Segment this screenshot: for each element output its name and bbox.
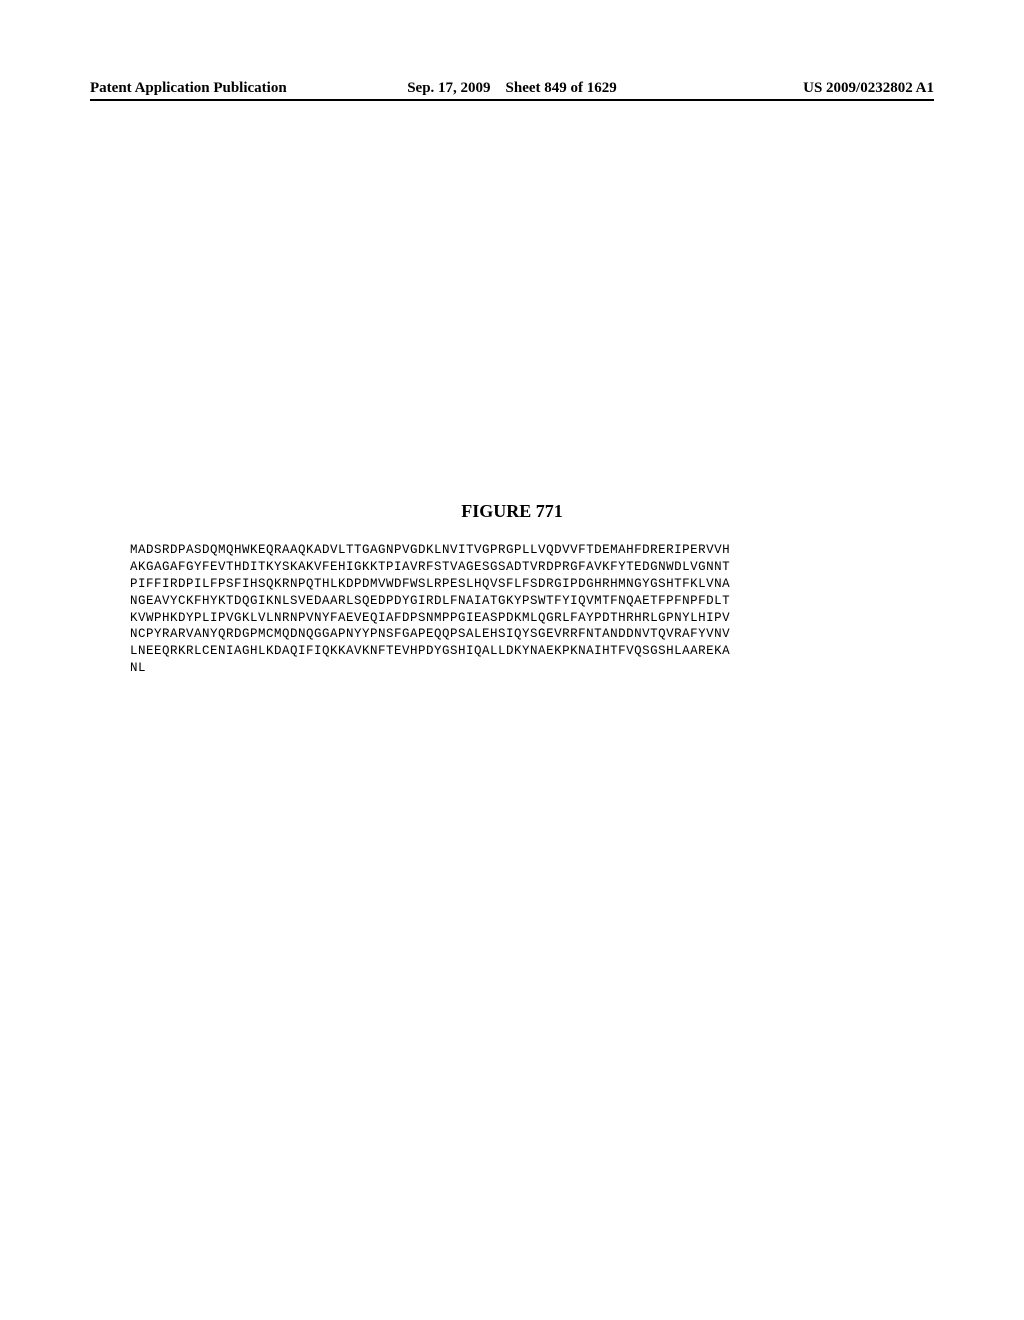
page-container: Patent Application Publication Sep. 17, … [0,0,1024,1320]
figure-title: FIGURE 771 [90,501,934,522]
sheet-info: Sep. 17, 2009 Sheet 849 of 1629 [371,80,652,97]
publication-number: US 2009/0232802 A1 [653,80,934,97]
header-divider [90,99,934,101]
header-sheet: Sheet 849 of 1629 [506,80,617,96]
sequence-block: MADSRDPASDQMQHWKEQRAAQKADVLTTGAGNPVGDKLN… [130,542,934,677]
header-date: Sep. 17, 2009 [407,80,490,96]
publication-type: Patent Application Publication [90,80,371,97]
header-line: Patent Application Publication Sep. 17, … [90,80,934,97]
